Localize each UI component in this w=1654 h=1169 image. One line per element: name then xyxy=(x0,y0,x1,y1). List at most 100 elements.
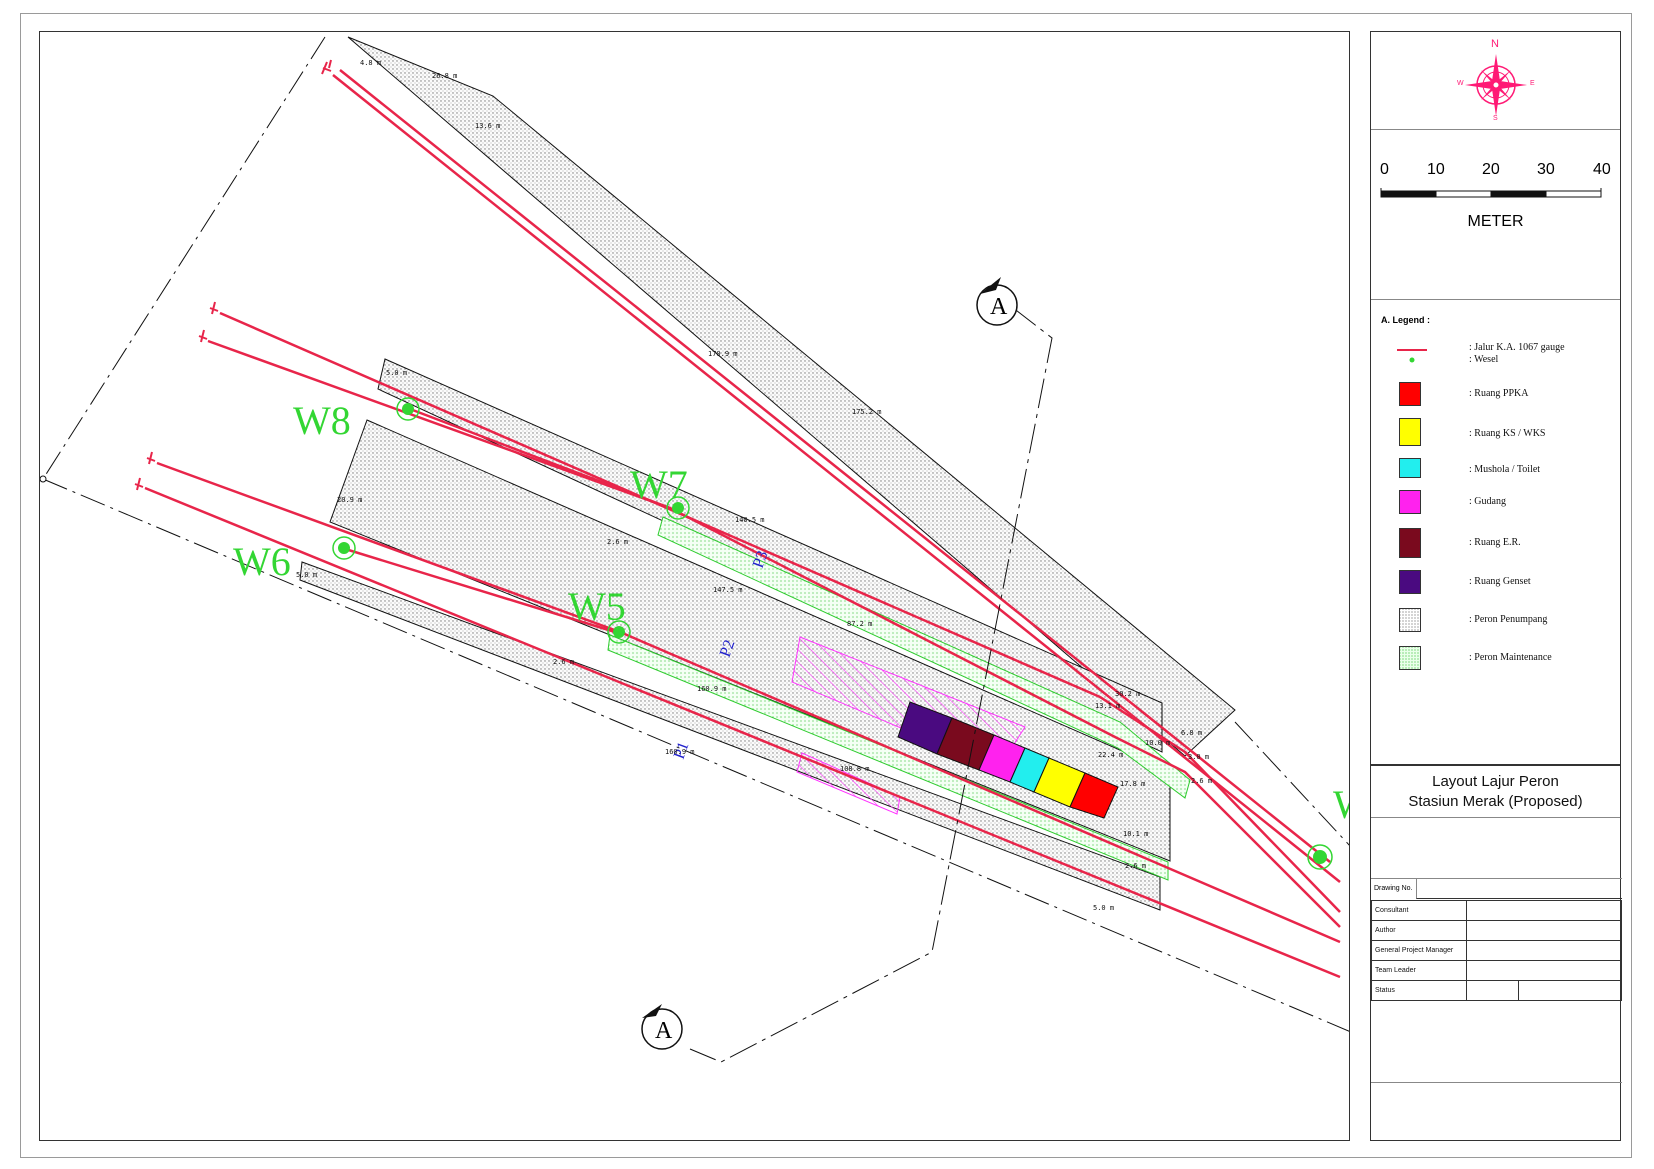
scale-bar xyxy=(1380,188,1602,198)
drawing-area: A A W8 W7 xyxy=(39,31,1350,1141)
legend-label: : Ruang KS / WKS xyxy=(1469,428,1546,439)
switch-label-w-right: W xyxy=(1333,782,1350,827)
legend-item-gudang: : Gudang xyxy=(1371,490,1620,520)
scale-unit-label: METER xyxy=(1467,213,1524,230)
legend-label: : Ruang Genset xyxy=(1469,576,1531,587)
dim-label: 170.9 m xyxy=(708,350,738,358)
legend-item-mushola: : Mushola / Toilet xyxy=(1371,458,1620,488)
buffer-stop-4 xyxy=(146,451,156,465)
track-1b xyxy=(339,69,1331,863)
legend-item-er: : Ruang E.R. xyxy=(1371,528,1620,558)
buffer-stop-2 xyxy=(209,301,219,315)
dim-label: 26.8 m xyxy=(432,72,457,80)
mushola-swatch xyxy=(1399,458,1421,478)
legend-item-ks-wks: : Ruang KS / WKS xyxy=(1371,418,1620,448)
dim-label: 160.9 m xyxy=(697,685,727,693)
buffer-stop-3 xyxy=(198,329,208,343)
dim-label: 140.5 m xyxy=(735,516,765,524)
section-label-top: A xyxy=(990,294,1008,320)
dim-label: 30.2 m xyxy=(1115,690,1140,698)
dim-label: 20.9 m xyxy=(337,496,362,504)
legend-item-track: : Jalur K.A. 1067 gauge xyxy=(1371,342,1620,372)
dim-label: 13.1 m xyxy=(1095,702,1120,710)
section-arrow-bottom xyxy=(642,1004,662,1018)
info-label: Status xyxy=(1371,980,1467,1001)
sheet-frame xyxy=(20,13,1632,1158)
switch-label-w7: W7 xyxy=(630,462,688,507)
section-line-a xyxy=(641,277,1053,1063)
dim-label: 108.8 m xyxy=(840,765,870,773)
title-block: N S W E 0 10 20 30 40 METER A. Legend : … xyxy=(1370,31,1622,1141)
info-label: Consultant xyxy=(1371,900,1467,921)
compass-w-label: W xyxy=(1457,80,1464,87)
info-value xyxy=(1518,980,1622,1001)
track-1 xyxy=(332,74,1341,883)
info-label: General Project Manager xyxy=(1371,940,1467,961)
platform-label-p2: P2 xyxy=(717,638,739,660)
scale-tick: 0 xyxy=(1380,161,1389,178)
legend-item-peron-penumpang: : Peron Penumpang xyxy=(1371,608,1620,638)
compass-rose-icon xyxy=(1465,54,1527,116)
switch-label-w5: W5 xyxy=(568,584,626,629)
compass-section: N S W E xyxy=(1371,32,1620,130)
scale-tick: 40 xyxy=(1593,161,1611,178)
info-table: Consultant Author General Project Manage… xyxy=(1371,900,1622,1001)
dim-label: 10.0 m xyxy=(1145,739,1170,747)
dim-label: 3.0 m xyxy=(1188,753,1209,761)
legend-item-ppka: : Ruang PPKA xyxy=(1371,382,1620,412)
room-ppka xyxy=(1069,772,1119,819)
dim-label: 5.0 m xyxy=(1093,904,1114,912)
drawing-no-row: Drawing No. xyxy=(1371,878,1622,899)
info-value xyxy=(1466,960,1622,981)
switch-label-w6: W6 xyxy=(233,539,291,584)
scale-section: 0 10 20 30 40 METER xyxy=(1371,130,1620,300)
switch-w6[interactable] xyxy=(332,536,356,560)
dim-label: 17.8 m xyxy=(1120,780,1145,788)
platform-top-wedge xyxy=(347,36,1236,757)
station-building xyxy=(897,701,1119,819)
legend-label: : Peron Maintenance xyxy=(1469,652,1552,663)
section-marker-bottom xyxy=(641,1008,683,1050)
boundary-bottom xyxy=(42,478,1349,1032)
green-dotted-swatch xyxy=(1399,646,1421,670)
dim-label: 160.9 m xyxy=(665,748,695,756)
legend-label: : Ruang PPKA xyxy=(1469,388,1529,399)
boundary-left xyxy=(42,36,326,480)
drawing-no-value xyxy=(1416,879,1622,899)
drawing-no-label: Drawing No. xyxy=(1374,885,1413,892)
info-label: Author xyxy=(1371,920,1467,941)
track-3 xyxy=(207,339,1341,928)
legend-item-wesel: : Wesel xyxy=(1371,354,1620,384)
section-label-bottom: A xyxy=(655,1018,673,1044)
maintenance-platform-lower xyxy=(607,634,1169,881)
switch-w8[interactable] xyxy=(396,397,420,421)
green-dot-icon xyxy=(1409,357,1415,363)
switch-w-right[interactable] xyxy=(1307,844,1333,870)
switch-w7[interactable] xyxy=(666,496,690,520)
legend-label: : Gudang xyxy=(1469,496,1506,507)
scale-tick: 10 xyxy=(1427,161,1445,178)
dim-label: 5.0 m xyxy=(386,369,407,377)
dotted-swatch xyxy=(1399,608,1421,632)
track-w6-branch xyxy=(341,546,616,634)
gudang-swatch xyxy=(1399,490,1421,514)
switch-label-w8: W8 xyxy=(293,398,351,443)
legend-item-genset: : Ruang Genset xyxy=(1371,570,1620,600)
compass-e-label: E xyxy=(1530,80,1535,87)
legend-title: A. Legend : xyxy=(1381,315,1430,325)
ppka-swatch xyxy=(1399,382,1421,406)
info-value xyxy=(1466,920,1622,941)
switch-w5[interactable] xyxy=(607,620,631,644)
section-cut-line xyxy=(689,306,1053,1063)
dim-label: 5.0 m xyxy=(296,571,317,579)
legend-label: : Peron Penumpang xyxy=(1469,614,1548,625)
platform-p1 xyxy=(299,561,1161,911)
legend-label: : Jalur K.A. 1067 gauge xyxy=(1469,342,1565,353)
platform-label-p1: P1 xyxy=(671,740,693,762)
legend-item-peron-maintenance: : Peron Maintenance xyxy=(1371,646,1620,676)
drawing-title: Layout Lajur Peron Stasiun Merak (Propos… xyxy=(1371,764,1620,818)
bottom-divider xyxy=(1371,1082,1622,1083)
dim-label: 175.2 m xyxy=(852,408,882,416)
dim-label: 2.6 m xyxy=(607,538,628,546)
legend-label: : Ruang E.R. xyxy=(1469,537,1521,548)
